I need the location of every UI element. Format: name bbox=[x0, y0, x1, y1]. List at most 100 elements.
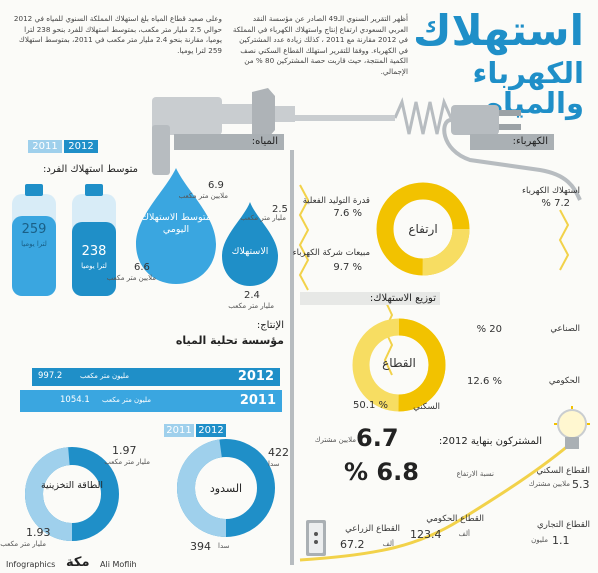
dist-industrial-value: 20 % bbox=[476, 324, 502, 335]
electricity-label-bar: الكهرباء: bbox=[470, 134, 554, 150]
distribution-center-label: القطاع bbox=[382, 356, 416, 370]
desal-bar-2011: 1054.1 مليون متر مكعب 2011 bbox=[20, 390, 282, 412]
subscribers-unit: ملايين مشترك bbox=[314, 436, 356, 444]
percapita-year-2011: 2011 bbox=[28, 140, 62, 153]
bottles-graphic bbox=[12, 184, 116, 296]
bottle-2011-value: 259 bbox=[21, 222, 47, 237]
storage-donut bbox=[25, 447, 119, 541]
bottle-2012-fill bbox=[72, 222, 116, 296]
drop-consumption bbox=[222, 202, 278, 286]
footer-brand-logo: مكة bbox=[66, 555, 90, 570]
sector-government-unit: ألف bbox=[458, 530, 470, 538]
pipe-joint bbox=[275, 106, 295, 122]
plug-pin-bottom bbox=[499, 124, 521, 130]
avg-2011-unit: ملايين متر مكعب bbox=[106, 274, 156, 282]
dams-year-2011: 2011 bbox=[164, 424, 194, 437]
desal-label: الإنتاج: bbox=[256, 320, 284, 331]
dams-center-label: السدود bbox=[209, 482, 243, 495]
cons-2011-value: 2.4 bbox=[244, 290, 260, 301]
growth-value: 6.8 % bbox=[344, 458, 419, 486]
desal-2012-value: 997.2 bbox=[38, 371, 63, 381]
desal-2011-unit: مليون متر مكعب bbox=[102, 396, 151, 404]
cons-2012-unit: مليار متر مكعب bbox=[240, 214, 286, 222]
sector-agriculture-value: 67.2 bbox=[340, 538, 365, 551]
sector-commercial-label: القطاع التجاري bbox=[537, 520, 590, 530]
desal-2012-unit: مليون متر مكعب bbox=[80, 372, 129, 380]
page-title: استهلاك bbox=[413, 6, 585, 55]
distribution-donut-residential bbox=[352, 318, 446, 412]
sector-agriculture-label: القطاع الزراعي bbox=[345, 524, 400, 534]
intro-electricity: أظهر التقرير السنوي الـ49 الصادر عن مؤسس… bbox=[232, 14, 408, 76]
tap-handle bbox=[252, 88, 275, 138]
dams-donut bbox=[177, 439, 275, 537]
water-label-bar: المياه: bbox=[174, 134, 284, 150]
dist-residential-label: السكني bbox=[413, 402, 440, 412]
avg-2011-value: 6.6 bbox=[134, 262, 150, 273]
dist-government-value: % 12.6 bbox=[467, 376, 502, 387]
distribution-donut bbox=[352, 318, 446, 412]
tap-body bbox=[152, 97, 222, 135]
plug-body bbox=[451, 105, 499, 135]
cons-2012-value: 2.5 bbox=[272, 204, 288, 215]
avg-2012-value: 6.9 bbox=[208, 180, 224, 191]
subscribers-label: المشتركون بنهاية 2012: bbox=[438, 436, 542, 447]
drop-average-label: متوسط الاستهلاك اليومي bbox=[141, 212, 211, 235]
coil-right bbox=[558, 209, 570, 271]
sector-residential-unit: ملايين مشترك bbox=[528, 480, 570, 488]
dams-2012-unit: سدا bbox=[268, 460, 280, 468]
sector-government-label: القطاع الحكومي bbox=[426, 514, 484, 524]
bottle-2012-unit: لترا يوميا bbox=[81, 262, 107, 270]
rise-item-consumption-label: استهلاك الكهرباء bbox=[522, 186, 580, 196]
dams-ring-2011 bbox=[177, 439, 275, 537]
zigzag-wire bbox=[393, 97, 453, 135]
storage-2011-unit: مليار متر مكعب bbox=[0, 540, 46, 548]
storage-2011-value: 1.93 bbox=[26, 526, 51, 539]
sector-commercial-value: 1.1 bbox=[552, 534, 570, 547]
drop-consumption-label: الاستهلاك bbox=[231, 246, 269, 257]
intro-water: وعلى صعيد قطاع المياه بلغ استهلاك المملك… bbox=[13, 14, 222, 55]
bottle-2011-fill bbox=[12, 216, 56, 296]
rise-item-consumption-value: 7.2 % bbox=[541, 198, 570, 209]
storage-2012-unit: مليار متر مكعب bbox=[104, 458, 150, 466]
subscribers-value: 6.7 bbox=[356, 424, 399, 452]
lightbulb-icon bbox=[554, 406, 590, 449]
rise-item-capacity-label: قدرة التوليد الفعلية bbox=[302, 196, 370, 206]
rise-item-capacity-value: % 7.6 bbox=[333, 208, 362, 219]
rise-item-sales-value: % 9.7 bbox=[333, 262, 362, 273]
coil-left bbox=[298, 184, 310, 291]
avg-2012-unit: ملايين متر مكعب bbox=[178, 192, 228, 200]
electricity-section-label: الكهرباء: bbox=[512, 136, 548, 147]
socket-icon bbox=[306, 520, 326, 556]
storage-center-label: الطاقة التخزينية bbox=[40, 480, 104, 491]
rise-donut-highlight bbox=[376, 182, 470, 276]
bottle-2011-unit: لترا يوميا bbox=[21, 240, 47, 248]
desal-2012-year: 2012 bbox=[237, 369, 274, 384]
coil-mid bbox=[383, 299, 394, 376]
footer-author: Ali Moflih bbox=[100, 560, 137, 569]
drop-average bbox=[136, 168, 216, 284]
distribution-title: توزيع الاستهلاك: bbox=[300, 292, 440, 305]
sector-commercial-unit: مليون bbox=[531, 536, 548, 544]
sector-residential-label: القطاع السكني bbox=[536, 466, 590, 476]
desal-name: مؤسسة تحلية المياه bbox=[175, 334, 284, 347]
percapita-year-2012: 2012 bbox=[64, 140, 98, 153]
drops-graphic bbox=[136, 168, 278, 286]
desal-2011-year: 2011 bbox=[239, 393, 276, 408]
plug-cable bbox=[442, 118, 582, 201]
page-subtitle: الكهرباء والمياه bbox=[472, 56, 584, 120]
bulb-cable bbox=[299, 438, 576, 562]
rise-item-sales-label: مبيعات شركة الكهرباء bbox=[292, 248, 370, 258]
plug-pin-top bbox=[499, 110, 521, 116]
sector-residential-value: 5.3 bbox=[572, 478, 590, 491]
dist-government-label: الحكومي bbox=[548, 376, 580, 386]
footer-infographics: Infographics bbox=[6, 560, 56, 569]
growth-label: نسبة الارتفاع bbox=[456, 470, 494, 478]
rise-center-label: ارتفاع bbox=[408, 222, 438, 236]
percapita-title: متوسط استهلاك الفرد: bbox=[43, 164, 138, 175]
tap-spout bbox=[152, 125, 170, 175]
cons-2011-unit: مليار متر مكعب bbox=[228, 302, 274, 310]
dams-2011-unit: سدا bbox=[218, 542, 230, 550]
storage-ring-2011 bbox=[25, 447, 119, 541]
